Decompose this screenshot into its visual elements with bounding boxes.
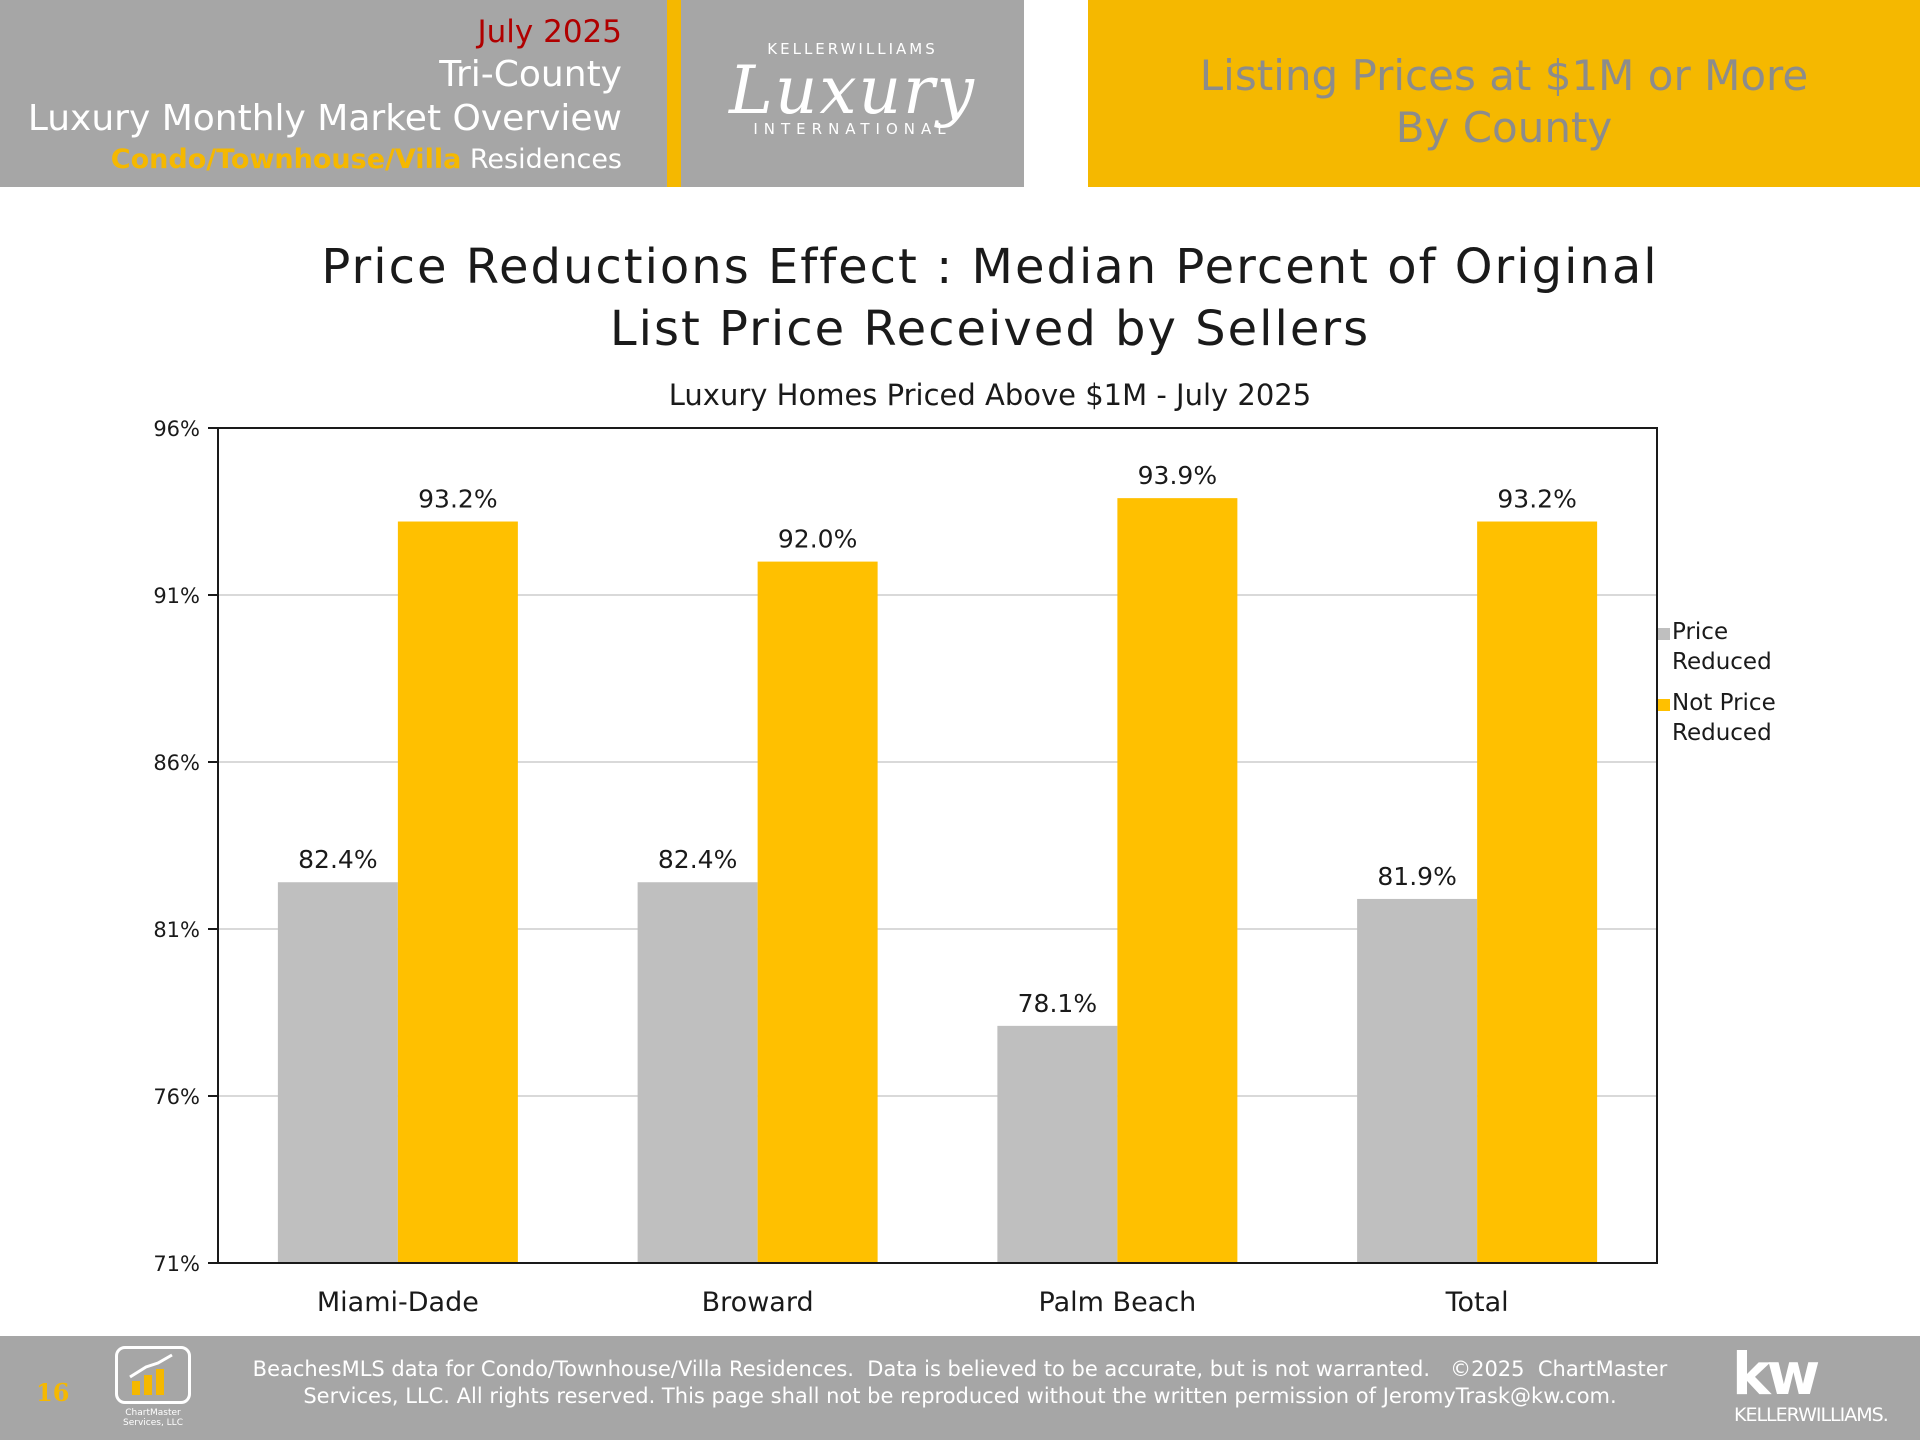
x-category-label: Broward — [702, 1287, 814, 1318]
subtitle-highlight: Condo/Townhouse/Villa — [110, 144, 462, 175]
legend-swatch-not-price-reduced — [1658, 699, 1670, 711]
legend-label-line1: Price — [1672, 619, 1729, 645]
x-category-label: Miami-Dade — [317, 1287, 479, 1318]
bar-price-reduced — [637, 882, 758, 1263]
section-heading-line1: Listing Prices at $1M or More — [1199, 51, 1809, 100]
chartmaster-logo-icon — [115, 1346, 191, 1404]
report-date: July 2025 — [477, 14, 623, 50]
chart-subtitle: Luxury Homes Priced Above $1M - July 202… — [668, 378, 1312, 412]
footer-bar — [0, 1336, 1920, 1440]
y-tick-label: 91% — [153, 584, 200, 608]
bar-price-reduced — [1357, 898, 1478, 1263]
kw-luxury-logo-script: Luxury — [729, 52, 976, 129]
bar-price-reduced — [277, 882, 398, 1263]
legend-label-line2: Reduced — [1672, 720, 1772, 746]
y-tick-label: 71% — [153, 1252, 200, 1276]
bar-chart: 96% 91% 86% 81% 76% 71% 82.4% 93.2% Miami-Dade 82… — [153, 417, 1658, 1318]
bar-price-reduced — [997, 1025, 1118, 1263]
y-tick-label: 86% — [153, 751, 200, 775]
header-left-panel — [0, 0, 667, 187]
bar-not-price-reduced — [397, 521, 518, 1263]
keller-williams-logo: kw — [1732, 1340, 1820, 1408]
header-logo-panel — [681, 0, 1024, 187]
plot-area-frame — [217, 427, 1658, 1264]
data-label-not-price-reduced: 93.2% — [1497, 485, 1576, 514]
kw-luxury-logo-bottom: INTERNATIONAL — [753, 120, 952, 138]
footer-disclaimer: BeachesMLS data for Condo/Townhouse/Vill… — [240, 1356, 1680, 1410]
header-right-panel — [1088, 0, 1920, 187]
legend-item-not-price-reduced: Not Price Reduced — [1658, 688, 1776, 748]
page-number: 16 — [36, 1378, 70, 1407]
x-category-label: Palm Beach — [1039, 1287, 1197, 1318]
legend-label-line2: Reduced — [1672, 649, 1772, 675]
data-label-price-reduced: 81.9% — [1377, 862, 1456, 891]
y-tick-label: 81% — [153, 918, 200, 942]
label-layer: 96% 91% 86% 81% 76% 71% 82.4% 93.2% Miami-Dade 82… — [153, 417, 1577, 1318]
chart-title-line1: Price Reductions Effect : Median Percent… — [321, 239, 1659, 295]
data-label-price-reduced: 78.1% — [1018, 989, 1097, 1018]
x-category-label: Total — [1445, 1287, 1509, 1318]
report-subtitle: Condo/Townhouse/Villa Residences — [111, 144, 622, 175]
legend-label-line1: Not Price — [1672, 690, 1776, 716]
data-label-price-reduced: 82.4% — [298, 845, 377, 874]
bar-not-price-reduced — [1477, 521, 1598, 1263]
disclaimer-line1: BeachesMLS data for Condo/Townhouse/Vill… — [252, 1357, 1668, 1381]
chartmaster-logo-text: ChartMaster Services, LLC — [123, 1408, 183, 1428]
data-label-not-price-reduced: 93.2% — [418, 485, 497, 514]
bar-not-price-reduced — [1117, 498, 1238, 1263]
section-heading: Listing Prices at $1M or More By County — [1088, 50, 1920, 154]
subtitle-rest: Residences — [461, 144, 622, 175]
chart-title-line2: List Price Received by Sellers — [609, 301, 1371, 357]
report-title: Luxury Monthly Market Overview — [27, 98, 622, 139]
chart-title: Price Reductions Effect : Median Percent… — [180, 236, 1800, 360]
section-heading-line2: By County — [1395, 103, 1613, 152]
disclaimer-line2: Services, LLC. All rights reserved. This… — [303, 1384, 1617, 1408]
keller-williams-name: KELLERWILLIAMS. — [1734, 1404, 1889, 1426]
bar-layer — [277, 498, 1598, 1263]
y-tick-label: 76% — [153, 1085, 200, 1109]
bar-not-price-reduced — [757, 561, 878, 1263]
kw-luxury-logo-top: KELLERWILLIAMS — [767, 40, 938, 58]
data-label-not-price-reduced: 93.9% — [1138, 461, 1217, 490]
data-label-price-reduced: 82.4% — [658, 845, 737, 874]
data-label-not-price-reduced: 92.0% — [778, 525, 857, 554]
legend-item-price-reduced: Price Reduced — [1658, 617, 1772, 677]
header-accent-stripe — [667, 0, 681, 187]
y-tick-label: 96% — [153, 417, 200, 441]
legend-swatch-price-reduced — [1658, 628, 1670, 640]
report-region: Tri-County — [439, 54, 622, 95]
